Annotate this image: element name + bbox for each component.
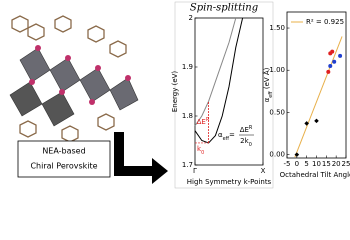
y-tick-label: 0.00 <box>269 151 285 159</box>
point <box>328 64 333 69</box>
band-curve <box>194 17 244 144</box>
y-tick-label: 1.8 <box>182 112 193 120</box>
structure-illustration <box>9 15 139 143</box>
page: {"caption": ["NEA-based", "Chiral Perovs… <box>9 1 350 189</box>
point <box>338 53 343 58</box>
k0-label: k0 <box>197 145 204 156</box>
text-part: α <box>263 97 271 102</box>
text-part: = <box>229 131 235 139</box>
caption-line: Chiral Perovskite <box>30 162 97 171</box>
text-part: (eV Å) <box>262 67 271 91</box>
y-axis-label: αeff (eV Å) <box>262 67 274 102</box>
text-part: 0 <box>201 149 204 155</box>
formula-num: ΔER <box>240 125 253 135</box>
y-tick-label: 0.50 <box>269 108 285 116</box>
y-tick-label: 1.9 <box>182 63 193 71</box>
x-axis-label: High Symmetry k-Points <box>187 178 272 186</box>
point <box>332 59 337 64</box>
text-part: ΔE <box>197 118 206 126</box>
x-axis-label: Octahedral Tilt Angle <box>280 171 350 179</box>
graphical-abstract: NEA-based Chiral Perovskite 1.7 1.8 1.9 2 Γ X… <box>9 1 350 189</box>
point <box>330 49 335 54</box>
text-part: eff <box>223 136 230 142</box>
x-tick-label: 25 <box>342 160 350 168</box>
text-part: k <box>197 145 202 153</box>
point <box>326 69 331 74</box>
arrow <box>114 132 168 184</box>
y-tick-label: 1.00 <box>269 66 285 74</box>
y-axis-label: Energy (eV) <box>171 71 179 113</box>
x-tick-label: 20 <box>332 160 341 168</box>
y-tick-label: 1.7 <box>182 161 193 169</box>
point <box>304 121 309 126</box>
point <box>314 118 319 124</box>
x-tick-label: -5 <box>284 160 291 168</box>
plot-frame <box>286 11 347 159</box>
text-part: ΔE <box>240 126 249 134</box>
x-tick-label: 10 <box>312 160 321 168</box>
fit-line <box>294 36 343 158</box>
text-part: 0 <box>249 142 252 148</box>
chart-title: Spin-splitting <box>190 3 258 14</box>
y-tick-label: 2 <box>189 14 193 22</box>
point <box>294 152 300 157</box>
caption-box <box>17 140 111 178</box>
x-tick-label: 15 <box>322 160 331 168</box>
legend-label: R² = 0.925 <box>306 18 344 26</box>
text-part: α <box>218 131 223 139</box>
text-part: R <box>249 125 253 131</box>
x-tick-label: 0 <box>295 160 299 168</box>
panel-border <box>174 1 274 189</box>
caption-line: NEA-based <box>42 147 85 156</box>
x-tick-label: 5 <box>304 160 308 168</box>
delta-label: ΔER <box>197 117 210 127</box>
x-tick-label: Γ <box>193 167 197 175</box>
text-part: R <box>206 117 210 123</box>
formula-den: 2k0 <box>240 137 252 148</box>
x-tick-label: X <box>261 167 266 175</box>
text-part: 2k <box>240 137 249 145</box>
band-curve <box>194 17 237 127</box>
y-tick-label: 1.50 <box>269 24 285 32</box>
formula-lhs: αeff= <box>218 131 235 142</box>
plot-frame <box>194 17 264 166</box>
text-part: eff <box>268 91 274 98</box>
